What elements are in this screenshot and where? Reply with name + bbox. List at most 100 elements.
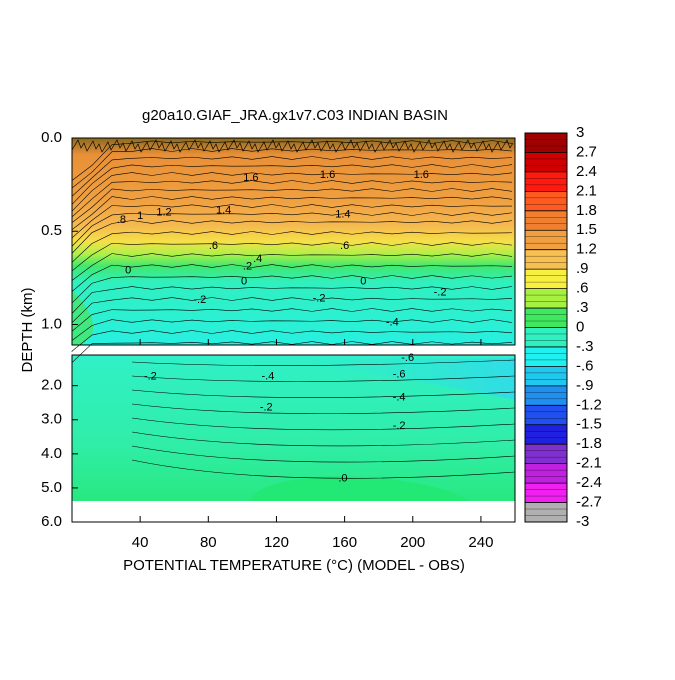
contour-label: -.4 bbox=[386, 317, 399, 329]
contour-label: -.6 bbox=[401, 352, 414, 364]
contour-line bbox=[71, 286, 513, 315]
contour-label: 0 bbox=[125, 264, 131, 276]
contour-field bbox=[72, 138, 515, 501]
contour-line bbox=[131, 445, 516, 463]
colorbar-label: 1.2 bbox=[576, 241, 597, 258]
contour-line bbox=[131, 459, 516, 479]
contour-line bbox=[131, 403, 516, 414]
contour-line bbox=[71, 275, 513, 304]
colorbar-label: 1.5 bbox=[576, 221, 597, 238]
contour-line bbox=[131, 375, 516, 382]
contour-label: 1 bbox=[137, 210, 143, 222]
colorbar-label: 2.7 bbox=[576, 143, 597, 160]
colorbar-band bbox=[525, 171, 567, 192]
contour-label: 0 bbox=[360, 276, 366, 288]
contour-label: 1.2 bbox=[156, 207, 171, 219]
x-tick-label: 240 bbox=[468, 534, 493, 551]
surface-noise bbox=[71, 139, 514, 153]
contour-line bbox=[71, 319, 513, 342]
contour-line bbox=[71, 308, 513, 332]
colorbar-band bbox=[525, 385, 567, 406]
contour-line bbox=[71, 196, 513, 231]
contour-label: -.6 bbox=[393, 369, 406, 381]
contour-label: .4 bbox=[253, 253, 262, 265]
contour-label: -.4 bbox=[393, 392, 406, 404]
colorbar-label: -.6 bbox=[576, 357, 594, 374]
colorbar-label: 1.8 bbox=[576, 202, 597, 219]
contour-label: 1.4 bbox=[335, 208, 350, 220]
contour-line bbox=[71, 264, 513, 292]
contour-line bbox=[71, 164, 513, 206]
colorbar-band bbox=[525, 502, 567, 522]
chart-title: g20a10.GIAF_JRA.gx1v7.C03 INDIAN BASIN bbox=[142, 107, 448, 124]
colorbar-band bbox=[525, 346, 567, 367]
contour-line bbox=[71, 180, 513, 218]
contour-line bbox=[131, 389, 516, 398]
colorbar-band bbox=[525, 133, 567, 153]
colorbar-band bbox=[525, 308, 567, 328]
colorbar-band bbox=[525, 463, 567, 484]
contour-label: 1.6 bbox=[243, 172, 258, 184]
contour-line bbox=[71, 253, 513, 282]
contour-line bbox=[71, 204, 513, 239]
contour-label: 0 bbox=[241, 276, 247, 288]
y-tick-label: 4.0 bbox=[41, 445, 62, 462]
contour-line bbox=[71, 188, 513, 224]
colorbar-label: -3 bbox=[576, 513, 589, 530]
colorbar-band bbox=[525, 152, 567, 172]
colorbar-band bbox=[525, 424, 567, 445]
contour-label: -.2 bbox=[393, 420, 406, 432]
contour-line bbox=[71, 156, 513, 198]
contour-line bbox=[71, 242, 513, 272]
colorbar-band bbox=[525, 483, 567, 503]
contour-line bbox=[71, 297, 513, 324]
contour-label: .2 bbox=[243, 261, 252, 273]
colorbar-label: -2.1 bbox=[576, 455, 602, 472]
colorbar-frame bbox=[524, 132, 568, 523]
upper-frame bbox=[71, 137, 516, 346]
y-axis-label: DEPTH (km) bbox=[19, 288, 36, 373]
colorbar-label: .3 bbox=[576, 299, 589, 316]
contour-line bbox=[71, 330, 513, 352]
colorbar-label: -.9 bbox=[576, 377, 594, 394]
x-tick-label: 40 bbox=[132, 534, 149, 551]
contour-label: -.4 bbox=[262, 371, 275, 383]
colorbar-band bbox=[525, 444, 567, 464]
y-tick-label: 2.0 bbox=[41, 377, 62, 394]
contour-line bbox=[71, 172, 513, 212]
colorbar-label: 0 bbox=[576, 318, 584, 335]
y-tick-label: 6.0 bbox=[41, 513, 62, 530]
contour-line bbox=[131, 431, 516, 447]
colorbar-label: 2.4 bbox=[576, 163, 597, 180]
y-tick-label: 1.0 bbox=[41, 315, 62, 332]
contour-label: .6 bbox=[340, 240, 349, 252]
contour-line bbox=[71, 341, 513, 364]
colorbar-label: -1.5 bbox=[576, 416, 602, 433]
x-tick-label: 80 bbox=[200, 534, 217, 551]
contour-line bbox=[71, 231, 513, 263]
colorbar-band bbox=[525, 405, 567, 425]
colorbar-band bbox=[525, 230, 567, 250]
x-tick-label: 200 bbox=[400, 534, 425, 551]
colorbar-label: -.3 bbox=[576, 338, 594, 355]
colorbar-band bbox=[525, 269, 567, 289]
colorbar-band bbox=[525, 288, 567, 309]
colorbar-label: -1.2 bbox=[576, 396, 602, 413]
contour-line bbox=[131, 417, 516, 431]
colorbar-band bbox=[525, 191, 567, 211]
contour-label: 1.6 bbox=[414, 169, 429, 181]
y-tick-label: 3.0 bbox=[41, 411, 62, 428]
colorbar-label: -2.4 bbox=[576, 474, 602, 491]
colorbar-label: -1.8 bbox=[576, 435, 602, 452]
y-tick-label: 5.0 bbox=[41, 479, 62, 496]
colorbar-band bbox=[525, 210, 567, 231]
colorbar-label: .6 bbox=[576, 280, 589, 297]
contour-label: 1.4 bbox=[216, 205, 231, 217]
colorbar-band bbox=[525, 366, 567, 386]
contour-label: -.2 bbox=[144, 371, 157, 383]
contour-line bbox=[71, 220, 513, 255]
y-tick-label: 0.0 bbox=[41, 129, 62, 146]
contour-lines bbox=[71, 140, 516, 479]
contour-label: .0 bbox=[338, 472, 347, 484]
